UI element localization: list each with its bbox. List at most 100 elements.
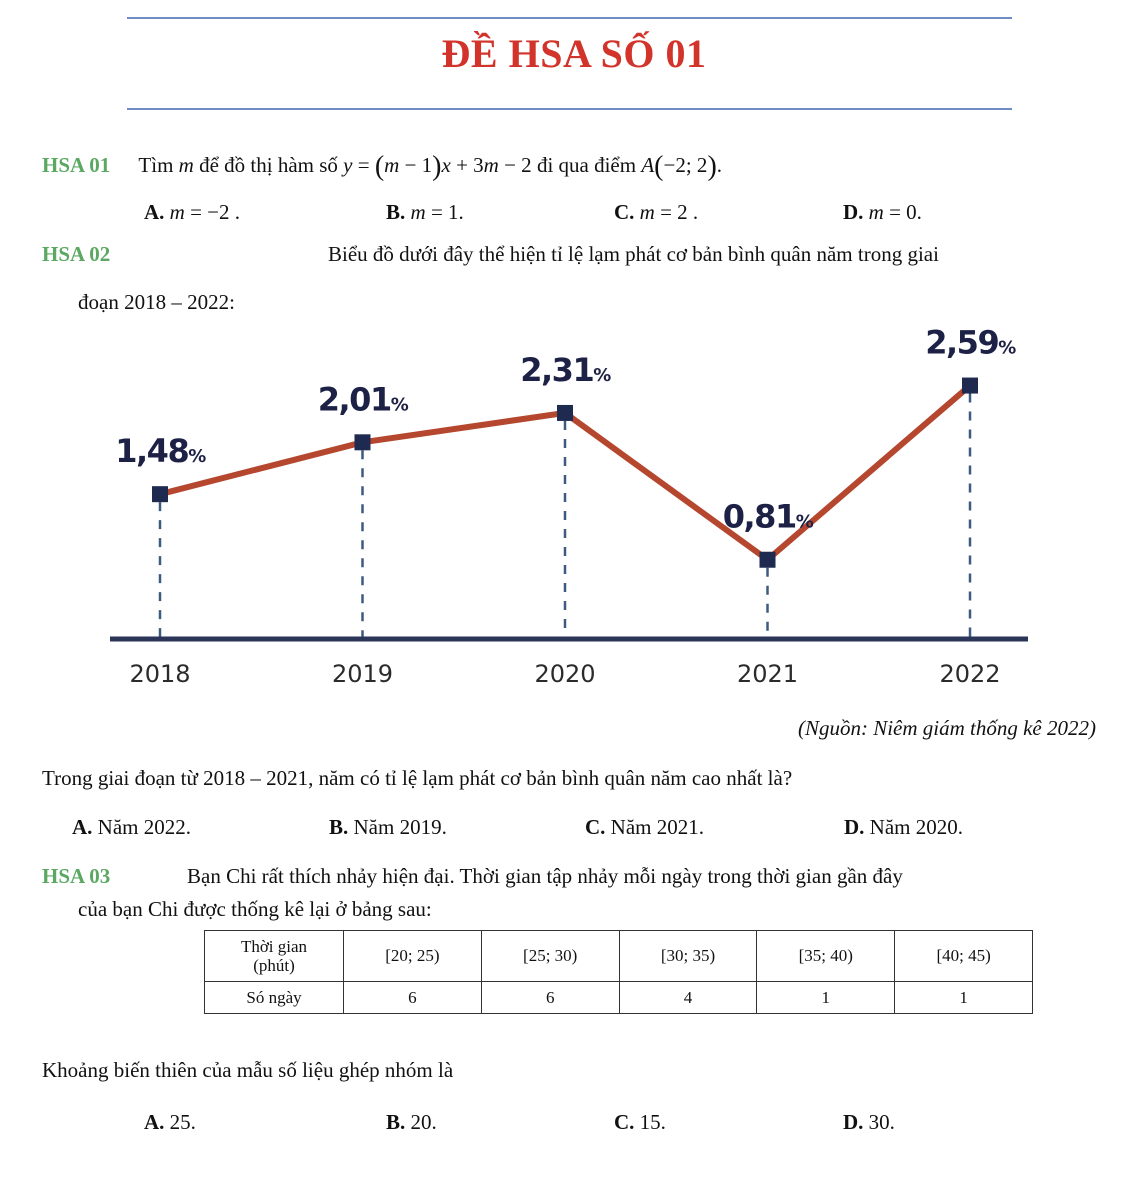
- option-value: = −2 .: [184, 200, 241, 224]
- point-a: A: [641, 153, 655, 177]
- data-label-unit: %: [796, 512, 814, 533]
- data-label-unit: %: [391, 394, 409, 415]
- option-letter: C.: [585, 815, 606, 839]
- q1-text-a: Tìm: [138, 153, 174, 177]
- point-coords: −2; 2: [663, 153, 708, 177]
- option-letter: B.: [386, 200, 406, 224]
- table-cell-interval: [20; 25): [343, 930, 482, 982]
- q2-intro-line2: đoạn 2018 – 2022:: [78, 290, 235, 314]
- inflation-line-chart: 1,48%2,01%2,31%0,81%2,59% 2018 2019 2020 20…: [110, 324, 1028, 688]
- option-text: Năm 2020.: [864, 815, 963, 839]
- q3-option-a[interactable]: A. 25.: [144, 1110, 196, 1135]
- option-text: Năm 2021.: [605, 815, 704, 839]
- table-cell-count: 6: [480, 981, 620, 1014]
- q3-option-c[interactable]: C. 15.: [614, 1110, 666, 1135]
- data-point-2018: [152, 486, 168, 503]
- table-cell-interval: [30; 35): [618, 930, 758, 982]
- option-text: 20.: [405, 1110, 437, 1134]
- option-text: 25.: [164, 1110, 196, 1134]
- data-markers: [152, 377, 978, 568]
- option-var: m: [639, 200, 655, 224]
- option-letter: A.: [144, 200, 165, 224]
- q1-option-a[interactable]: A. m = −2 .: [144, 200, 240, 225]
- q1-option-c[interactable]: C. m = 2 .: [614, 200, 698, 225]
- eq-open-paren: (: [374, 151, 385, 182]
- eq-plus-3: + 3: [450, 153, 484, 177]
- option-letter: B.: [329, 815, 349, 839]
- option-text: 15.: [634, 1110, 666, 1134]
- option-value: = 2 .: [654, 200, 699, 224]
- data-point-2019: [354, 434, 371, 451]
- data-label-2018: 1,48%: [115, 432, 206, 470]
- q3-intro-line2: của bạn Chi được thống kê lại ở bảng sau…: [78, 897, 432, 921]
- data-label-unit: %: [188, 446, 206, 467]
- table-row-counts: Só ngày 6 6 4 1 1: [204, 981, 1033, 1014]
- option-letter: D.: [843, 200, 864, 224]
- option-var: m: [868, 200, 884, 224]
- guide-lines: [158, 393, 972, 639]
- header-line2: (phút): [253, 956, 295, 975]
- option-letter: A.: [72, 815, 93, 839]
- data-label-unit: %: [593, 365, 611, 386]
- q1-text-c: đi qua điểm: [536, 153, 637, 177]
- data-label-2019: 2,01%: [318, 380, 409, 418]
- data-label-2020: 2,31%: [520, 351, 611, 389]
- point-period: .: [716, 153, 723, 177]
- x-tick-2019: 2019: [332, 660, 393, 688]
- data-label-2022: 2,59%: [925, 324, 1016, 362]
- bottom-rule: [127, 108, 1012, 110]
- data-point-2022: [962, 377, 978, 394]
- q3-option-b[interactable]: B. 20.: [386, 1110, 437, 1135]
- q3-option-d[interactable]: D. 30.: [843, 1110, 895, 1135]
- table-cell-count: 1: [894, 981, 1033, 1014]
- q3-label: HSA 03: [42, 864, 111, 888]
- option-value: = 1.: [425, 200, 464, 224]
- q2-option-d[interactable]: D. Năm 2020.: [844, 815, 963, 840]
- q1-option-d[interactable]: D. m = 0.: [843, 200, 922, 225]
- option-value: = 0.: [883, 200, 922, 224]
- x-tick-2018: 2018: [129, 660, 190, 688]
- option-letter: D.: [844, 815, 865, 839]
- q2-question: Trong giai đoạn từ 2018 – 2021, năm có t…: [42, 766, 793, 790]
- option-letter: C.: [614, 200, 635, 224]
- table-cell-count: 1: [756, 981, 896, 1014]
- table-cell-interval: [40; 45): [894, 930, 1033, 982]
- data-point-2021: [759, 551, 776, 568]
- top-rule: [127, 17, 1012, 19]
- q2-option-b[interactable]: B. Năm 2019.: [329, 815, 447, 840]
- data-label-2021: 0,81%: [723, 498, 814, 536]
- q1-label: HSA 01: [42, 153, 111, 177]
- option-letter: D.: [843, 1110, 864, 1134]
- table-header-time: Thời gian (phút): [204, 930, 344, 982]
- option-text: Năm 2019.: [348, 815, 447, 839]
- q1-option-b[interactable]: B. m = 1.: [386, 200, 464, 225]
- table-cell-count: 6: [343, 981, 482, 1014]
- q2-label: HSA 02: [42, 242, 111, 266]
- option-var: m: [410, 200, 426, 224]
- page-title: ĐỀ HSA SỐ 01: [441, 31, 707, 76]
- x-tick-2020: 2020: [534, 660, 595, 688]
- q1-point: A(−2; 2).: [641, 153, 723, 181]
- eq-x: x: [441, 153, 451, 177]
- option-text: Năm 2022.: [92, 815, 191, 839]
- eq-close-paren: ): [432, 151, 442, 182]
- q3-question: Khoảng biến thiên của mẫu số liệu ghép n…: [42, 1058, 454, 1082]
- option-letter: B.: [386, 1110, 406, 1134]
- q2-option-a[interactable]: A. Năm 2022.: [72, 815, 191, 840]
- eq-minus-1: − 1: [399, 153, 433, 177]
- q1-line: HSA 01 Tìm m để đồ thị hàm số y = (m − 1…: [42, 153, 722, 181]
- q1-text-b: để đồ thị hàm số: [199, 153, 338, 177]
- q1-var-m: m: [178, 153, 194, 177]
- x-tick-2022: 2022: [939, 660, 1000, 688]
- q2-intro-line1: Biểu đồ dưới đây thể hiện tỉ lệ lạm phát…: [328, 242, 939, 266]
- table-cell-interval: [35; 40): [756, 930, 896, 982]
- q1-equation: y = (m − 1)x + 3m − 2: [343, 153, 532, 181]
- point-open-paren: (: [654, 151, 664, 182]
- data-point-2020: [557, 404, 573, 421]
- x-tick-labels: 2018 2019 2020 2021 2022: [129, 660, 1000, 688]
- x-tick-2021: 2021: [737, 660, 798, 688]
- table-cell-count: 4: [618, 981, 758, 1014]
- q2-option-c[interactable]: C. Năm 2021.: [585, 815, 704, 840]
- eq-minus-2: − 2: [498, 153, 532, 177]
- option-text: 30.: [863, 1110, 895, 1134]
